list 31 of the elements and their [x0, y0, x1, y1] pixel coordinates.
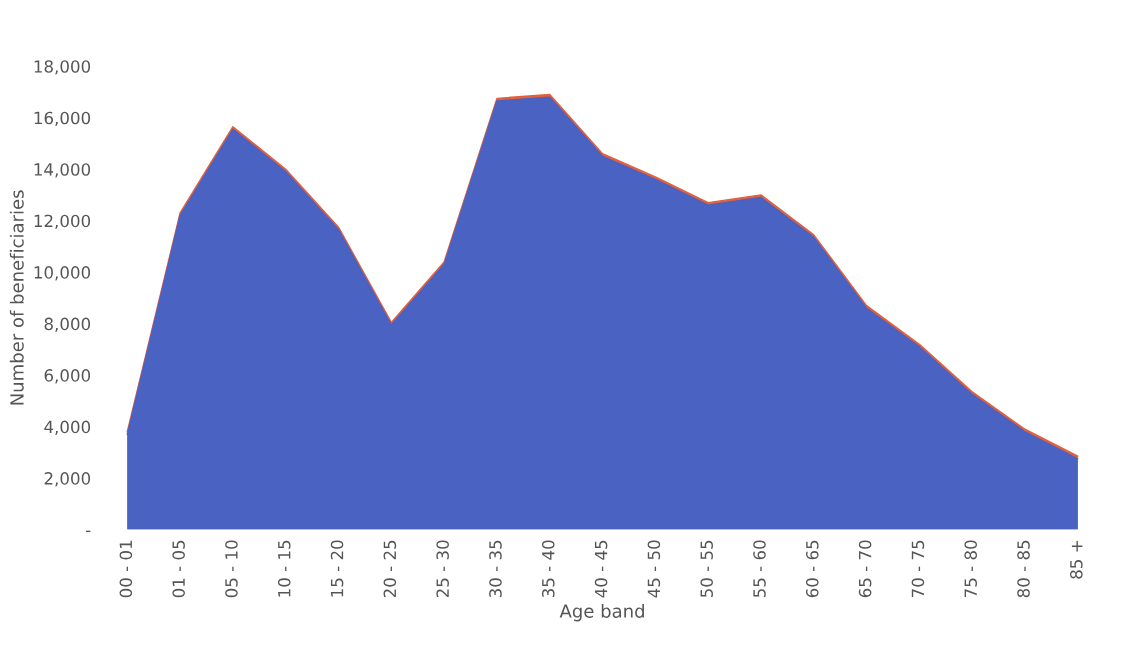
y-tick-label: 18,000: [34, 60, 91, 75]
y-tick-label: 10,000: [34, 266, 91, 281]
x-tick-label: 50 - 55: [700, 540, 713, 598]
y-tick-label: 16,000: [34, 111, 91, 126]
x-tick-label: 05 - 10: [225, 540, 238, 598]
x-tick-label: 40 - 45: [594, 540, 608, 598]
x-axis-title: Age band: [559, 603, 644, 622]
x-tick-label: 45 - 50: [647, 540, 661, 598]
y-tick-label: 12,000: [34, 214, 91, 229]
x-tick-label: 75 - 80: [964, 540, 978, 597]
x-tick-label: 10 - 15: [277, 540, 291, 597]
x-tick-label: 30 - 35: [489, 540, 502, 598]
x-tick-label: 85 +: [1070, 541, 1083, 579]
x-tick-label: 35 - 40: [541, 540, 555, 598]
x-tick-label: 15 - 20: [330, 540, 344, 597]
x-tick-label: 01 - 05: [172, 540, 185, 598]
y-tick-label: 14,000: [34, 163, 91, 178]
y-tick-label: -: [85, 530, 91, 533]
y-axis-title: Number of beneficiaries: [9, 190, 24, 405]
y-tick-label: 6,000: [44, 369, 91, 384]
y-tick-label: 8,000: [44, 317, 91, 332]
x-tick-label: 65 - 70: [858, 540, 872, 598]
x-tick-label: 80 - 85: [1017, 540, 1030, 598]
x-tick-label: 25 - 30: [436, 540, 449, 598]
x-tick-label: 70 - 75: [911, 540, 925, 597]
x-tick-label: 55 - 60: [753, 540, 766, 598]
x-tick-label: 20 - 25: [383, 540, 397, 598]
y-tick-label: 4,000: [44, 420, 91, 435]
x-tick-label: 00 - 01: [119, 540, 133, 598]
y-tick-label: 2,000: [44, 472, 91, 487]
x-tick-label: 60 - 65: [805, 540, 819, 598]
